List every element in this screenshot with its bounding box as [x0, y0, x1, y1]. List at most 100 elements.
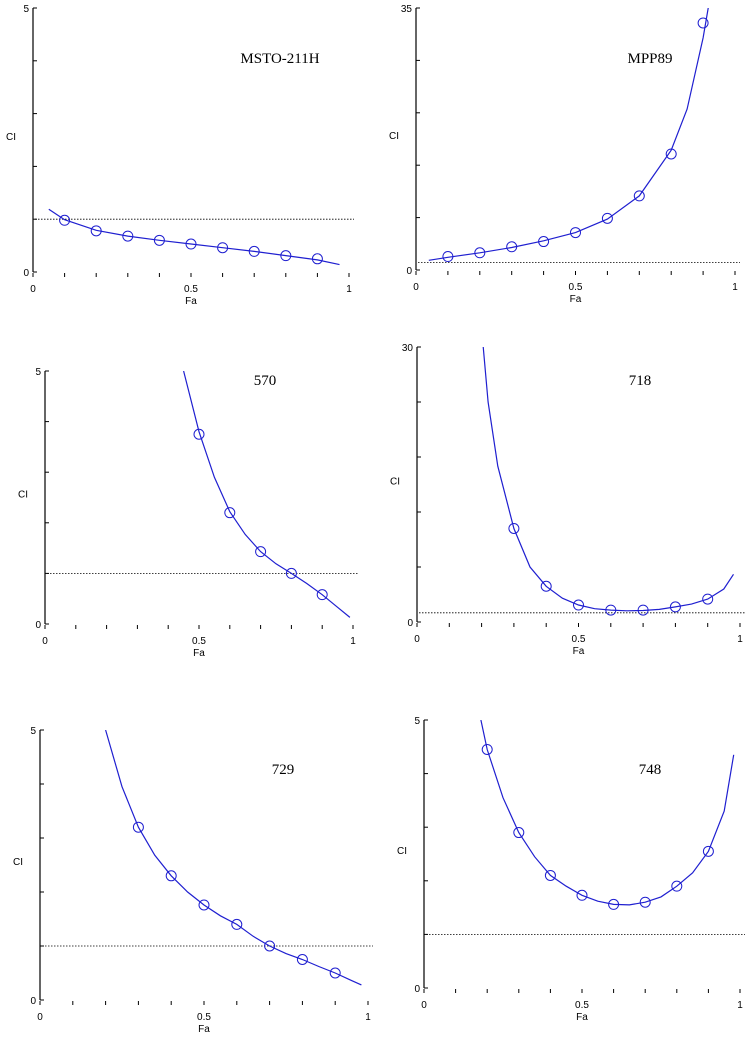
- chart-title: MSTO-211H: [240, 51, 319, 67]
- data-point: [544, 869, 556, 881]
- x-tick-label: 1: [365, 1012, 371, 1023]
- y-tick-label: 5: [35, 367, 41, 378]
- chart-title: 748: [639, 762, 662, 778]
- x-tick-label: 0: [42, 636, 48, 647]
- y-tick-label: 30: [402, 343, 414, 354]
- data-point: [90, 225, 102, 237]
- data-point: [153, 234, 165, 246]
- y-tick-label: 5: [30, 726, 36, 737]
- y-tick-label: 0: [23, 268, 29, 279]
- data-point: [513, 827, 525, 839]
- x-tick-label: 0.5: [575, 1000, 589, 1011]
- x-tick-label: 1: [350, 636, 356, 647]
- data-point: [570, 227, 581, 239]
- chart-panel-2: 0 35 0 0.5 1 Fa CI MPP89: [389, 4, 740, 305]
- data-point: [198, 899, 210, 911]
- x-tick-label: 0.5: [197, 1012, 211, 1023]
- data-point: [608, 898, 620, 910]
- chart-panel-5: 0 5 0 0.5 1 Fa CI 729: [13, 726, 373, 1035]
- data-point: [573, 599, 584, 611]
- y-tick-label: 0: [414, 984, 420, 995]
- data-point: [248, 245, 260, 257]
- data-point: [193, 428, 205, 440]
- data-point: [59, 214, 71, 226]
- y-tick-label: 0: [407, 618, 413, 629]
- y-axis-title: CI: [13, 857, 23, 868]
- chart-panel-3: 0 5 0 0.5 1 Fa CI 570: [18, 367, 358, 659]
- fit-curve: [482, 347, 735, 612]
- x-axis-title: Fa: [193, 648, 205, 659]
- data-point: [540, 580, 552, 592]
- x-tick-label: 0: [413, 282, 419, 293]
- data-point: [474, 247, 486, 259]
- data-point: [669, 601, 681, 613]
- x-axis-title: Fa: [185, 296, 197, 307]
- data-point: [671, 880, 683, 892]
- x-tick-label: 1: [732, 282, 738, 293]
- y-axis-title: CI: [389, 131, 399, 142]
- y-tick-label: 0: [35, 620, 41, 631]
- x-tick-label: 0.5: [572, 634, 586, 645]
- y-tick-label: 35: [401, 4, 413, 15]
- data-point: [224, 507, 236, 519]
- fit-curve: [48, 208, 340, 266]
- data-point: [132, 821, 144, 833]
- x-tick-label: 1: [346, 284, 352, 295]
- y-axis-title: CI: [397, 846, 407, 857]
- data-point: [285, 567, 297, 579]
- x-tick-label: 0: [30, 284, 36, 295]
- x-tick-label: 0.5: [569, 282, 583, 293]
- data-point: [311, 253, 323, 265]
- x-tick-label: 1: [737, 1000, 743, 1011]
- data-point: [702, 845, 714, 857]
- chart-title: 718: [629, 373, 652, 389]
- y-axis-title: CI: [390, 477, 400, 488]
- data-point: [122, 230, 134, 242]
- data-point: [280, 250, 292, 262]
- x-axis-title: Fa: [198, 1024, 210, 1035]
- data-point: [697, 17, 709, 29]
- data-point: [185, 238, 197, 250]
- y-tick-label: 5: [23, 4, 29, 15]
- y-tick-label: 5: [414, 716, 420, 727]
- x-axis-title: Fa: [570, 294, 582, 305]
- x-tick-label: 0.5: [184, 284, 198, 295]
- x-tick-label: 0.5: [192, 636, 206, 647]
- data-point: [605, 604, 617, 616]
- chart-panel-6: 0 5 0 0.5 1 Fa CI 748: [397, 716, 745, 1023]
- y-axis-title: CI: [18, 490, 28, 501]
- y-axis-title: CI: [6, 132, 16, 143]
- x-tick-label: 0: [421, 1000, 427, 1011]
- data-point: [296, 954, 308, 965]
- y-tick-label: 0: [30, 996, 36, 1007]
- fit-curve: [428, 8, 709, 261]
- x-tick-label: 1: [737, 634, 743, 645]
- data-point: [637, 604, 649, 616]
- x-axis-title: Fa: [573, 646, 585, 657]
- x-axis-title: Fa: [576, 1012, 588, 1023]
- fit-curve: [183, 371, 351, 618]
- chart-title: MPP89: [627, 51, 672, 67]
- data-point: [601, 212, 613, 224]
- x-tick-label: 0: [414, 634, 420, 645]
- chart-title: 729: [272, 762, 295, 778]
- data-point: [165, 870, 177, 882]
- data-point: [639, 896, 651, 908]
- chart-panel-4: 0 30 0 0.5 1 Fa CI 718: [390, 343, 745, 657]
- data-point: [508, 523, 520, 534]
- x-tick-label: 0: [37, 1012, 43, 1023]
- data-point: [665, 148, 677, 160]
- data-point: [264, 940, 276, 952]
- data-point: [316, 589, 328, 601]
- data-point: [702, 593, 714, 605]
- data-point: [481, 743, 493, 755]
- data-point: [633, 190, 645, 202]
- data-point: [231, 918, 243, 930]
- data-point: [506, 241, 518, 253]
- data-point: [442, 251, 454, 263]
- data-point: [255, 546, 267, 558]
- data-point: [538, 236, 550, 248]
- chart-title: 570: [254, 373, 277, 389]
- fit-curve: [105, 730, 362, 986]
